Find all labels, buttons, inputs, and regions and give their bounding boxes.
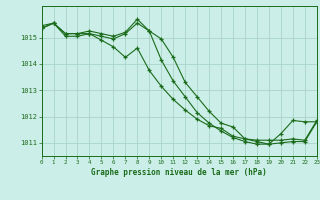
X-axis label: Graphe pression niveau de la mer (hPa): Graphe pression niveau de la mer (hPa) xyxy=(91,168,267,177)
